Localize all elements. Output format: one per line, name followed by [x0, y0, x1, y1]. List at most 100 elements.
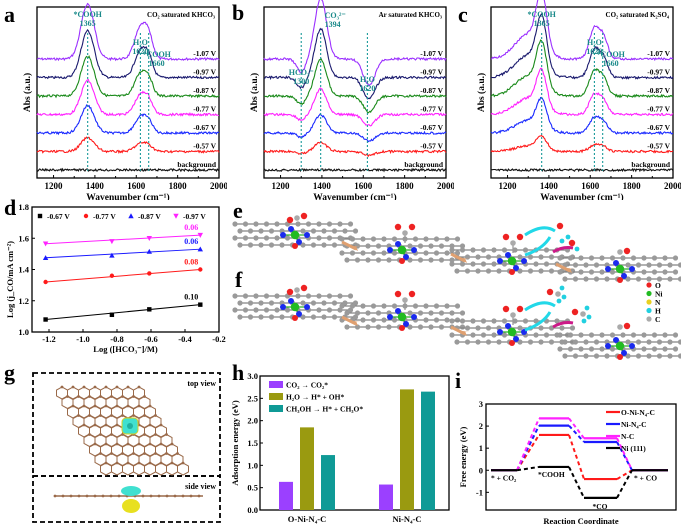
plot-frame: [36, 6, 220, 179]
carbon-atom: [101, 494, 105, 498]
hydrogen-atom: [574, 246, 580, 252]
carbon-atom: [354, 324, 361, 330]
carbon-atom: [381, 303, 387, 309]
transition-line: [568, 424, 585, 443]
carbon-atom: [454, 339, 460, 345]
nitrogen-atom: [296, 311, 302, 317]
carbon-atom: [149, 494, 153, 498]
carbon-atom: [548, 254, 555, 260]
oxygen-atom: [571, 308, 579, 316]
carbon-atom: [237, 242, 243, 248]
carbon-atom: [104, 404, 108, 408]
peak-annotation-label: *COOH: [596, 50, 625, 59]
carbon-atom: [165, 433, 168, 436]
carbon-atom: [496, 268, 502, 274]
carbon-atom: [370, 317, 377, 323]
data-point-square: [43, 317, 48, 322]
carbon-atom: [543, 247, 550, 253]
peak-annotation-value: 1620: [132, 47, 148, 56]
spectrum-line: [263, 87, 447, 127]
carbon-atom: [609, 346, 616, 352]
carbon-atom: [143, 414, 146, 417]
proton-transfer-arrow: [524, 311, 552, 332]
data-point-triangle-up: [197, 246, 203, 252]
spectrum-line: [490, 0, 674, 62]
carbon-atom: [554, 318, 560, 324]
carbon-atom: [548, 339, 555, 345]
carbon-atom: [449, 332, 455, 338]
carbon-atom: [365, 310, 371, 316]
carbon-atom: [247, 300, 254, 306]
carbon-atom: [121, 433, 124, 436]
series-label: -0.97 V: [193, 68, 216, 77]
slope-label: 0.10: [184, 293, 198, 302]
carbon-atom: [279, 314, 285, 320]
spectrum-line: [36, 167, 220, 173]
y-axis-label: Adsorption energy (eV): [230, 400, 240, 486]
carbon-atom: [646, 339, 652, 345]
x-tick-label: 1600: [354, 181, 373, 191]
carbon-atom: [599, 255, 605, 261]
hexagon-ring: [155, 462, 167, 476]
carbon-atom: [517, 325, 523, 331]
legend-label: N-C: [621, 432, 634, 441]
carbon-atom: [242, 235, 249, 241]
nitrogen-atom: [513, 265, 519, 271]
carbon-atom: [176, 452, 179, 455]
carbon-atom: [662, 269, 668, 275]
carbon-atom: [667, 353, 673, 359]
carbon-atom: [578, 255, 584, 261]
carbon-atom: [583, 262, 589, 268]
series-label: background: [631, 160, 670, 169]
spectrum-line: [490, 167, 674, 173]
carbon-atom: [99, 414, 102, 417]
y-axis-label: Abs (a.u.): [22, 73, 33, 112]
carbon-atom: [274, 293, 280, 299]
carbon-atom: [417, 257, 424, 263]
legend-atom-h-icon: [646, 307, 652, 314]
carbon-atom: [263, 235, 270, 241]
peak-annotation-label: CO₃²⁻: [325, 11, 346, 20]
oxygen-atom: [509, 269, 515, 275]
x-tick-label: 1200: [272, 181, 291, 191]
data-point-triangle-up: [128, 213, 134, 219]
series-label: -0.67 V: [420, 123, 443, 132]
carbon-atom: [349, 250, 356, 256]
spectrum-line: [263, 27, 447, 100]
carbon-atom: [567, 332, 574, 338]
proton-transfer-arrow: [524, 301, 556, 312]
carbon-atom: [121, 395, 124, 398]
oxygen-atom: [300, 212, 308, 220]
nitrogen-atom: [403, 254, 409, 260]
panel-label-b: b: [232, 0, 245, 25]
carbon-atom: [677, 339, 681, 345]
carbon-atom: [588, 332, 595, 338]
carbon-atom: [470, 261, 476, 267]
oxygen-atom: [408, 290, 416, 298]
x-tick-label: -1.0: [76, 334, 89, 344]
chart-title: CO₂ saturated KHCO₃: [147, 11, 215, 19]
carbon-atom: [247, 242, 254, 248]
x-tick-label: 1200: [499, 181, 518, 191]
carbon-atom: [557, 346, 563, 352]
carbon-atom: [365, 257, 371, 263]
transition-line: [616, 441, 633, 471]
y-axis-label: Abs (a.u.): [249, 73, 260, 112]
carbon-atom: [475, 254, 481, 260]
carbon-atom: [375, 243, 382, 249]
nitrogen-atom: [521, 258, 527, 264]
carbon-atom: [407, 310, 413, 316]
bar-1-1: [400, 389, 414, 510]
carbon-atom: [625, 339, 631, 345]
carbon-atom: [263, 307, 270, 313]
carbon-atom: [417, 243, 424, 249]
legend-label: H₂O → H* + OH*: [286, 393, 344, 402]
transition-line: [516, 465, 540, 472]
carbon-atom: [360, 236, 366, 242]
y-tick-label: 2.0: [247, 416, 258, 426]
carbon-atom: [300, 314, 306, 320]
proton-transfer-arrow: [524, 226, 556, 237]
carbon-atom: [115, 423, 119, 427]
peak-annotation-label: H₂O: [133, 38, 148, 47]
carbon-atom: [454, 250, 461, 256]
